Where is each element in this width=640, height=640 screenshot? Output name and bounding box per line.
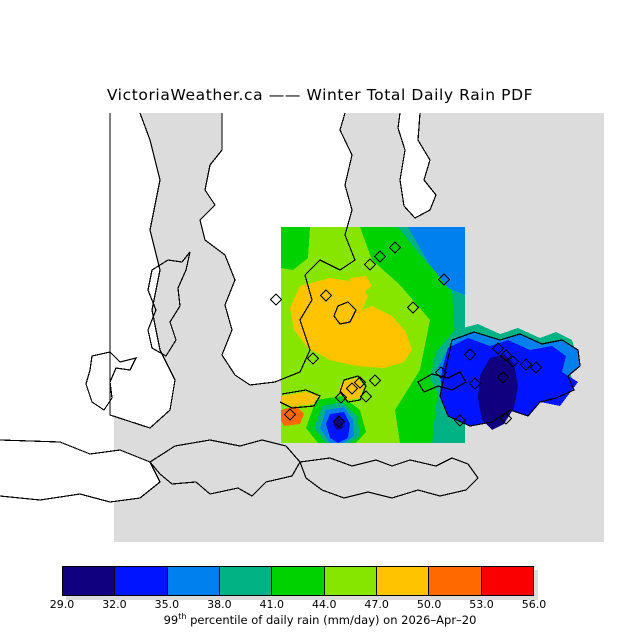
colorbar-caption-post: percentile of daily rain (mm/day) on 202… (186, 612, 477, 627)
fill-50-53-southwest-spot (281, 406, 304, 426)
inland-water-layer (0, 113, 436, 502)
coastline-inland-lake-b (339, 375, 367, 403)
water-northeast-inlet (398, 113, 436, 218)
colorbar-caption: 99th percentile of daily rain (mm/day) o… (0, 612, 640, 627)
station-marker[interactable] (468, 377, 482, 390)
coastline-southwest (0, 439, 161, 503)
station-marker[interactable] (319, 289, 333, 302)
colorbar-tick-8: 53.0 (469, 598, 494, 611)
station-marker[interactable] (506, 355, 520, 368)
colorbar-band-5[interactable] (324, 567, 377, 595)
island-outline-south (85, 351, 138, 411)
fill-41-44-northwest-corner (281, 227, 310, 270)
colorbar-band-2[interactable] (167, 567, 220, 595)
coastline-east-peninsula (439, 331, 581, 427)
fill-47-50-lower-patch (338, 378, 364, 400)
model-domain-block (281, 227, 465, 443)
station-marker-layer[interactable] (269, 241, 543, 428)
colorbar-band-6[interactable] (376, 567, 430, 595)
station-marker[interactable] (406, 301, 420, 314)
station-marker[interactable] (388, 241, 402, 254)
colorbar-band-7[interactable] (429, 567, 482, 595)
colorbar-band-4[interactable] (272, 567, 325, 595)
colorbar[interactable] (62, 566, 534, 596)
station-marker[interactable] (434, 366, 448, 379)
fill-47-50-north-finger (350, 276, 372, 294)
station-marker[interactable] (491, 342, 505, 355)
coastline-south-island (149, 439, 301, 497)
station-marker[interactable] (345, 382, 359, 395)
colorbar-band-0[interactable] (63, 567, 116, 595)
fill-35-38-northeast (408, 227, 465, 295)
station-marker[interactable] (499, 349, 513, 362)
station-marker[interactable] (463, 348, 477, 361)
station-marker[interactable] (496, 371, 510, 384)
colorbar-tick-7: 50.0 (416, 598, 442, 611)
colorbar-tick-3: 38.0 (207, 598, 232, 611)
colorbar-tick-4: 41.0 (259, 598, 285, 611)
station-marker[interactable] (529, 361, 543, 374)
coastline-inland-lake-c (279, 389, 321, 409)
station-marker[interactable] (269, 293, 283, 306)
coastline-layer (0, 112, 581, 503)
station-marker[interactable] (353, 376, 367, 389)
station-marker[interactable] (499, 412, 513, 425)
colorbar-tick-0: 29.0 (49, 598, 75, 611)
station-marker[interactable] (359, 390, 373, 403)
coastline-central (199, 112, 356, 386)
map-panel[interactable] (0, 110, 640, 546)
colorbar-panel[interactable]: 29.0 32.0 35.0 38.0 41.0 44.0 47.0 50.0 53.0 56.0… (0, 560, 640, 640)
station-marker[interactable] (283, 408, 297, 421)
page-title: VictoriaWeather.ca —— Winter Total Daily… (106, 86, 534, 104)
colorbar-band-8[interactable] (481, 567, 533, 595)
station-marker[interactable] (368, 374, 382, 387)
colorbar-tick-6: 47.0 (364, 598, 389, 611)
coastline-inland-lake-a (333, 301, 357, 325)
coastline-south-mainland (299, 457, 479, 499)
colorbar-caption-superscript: th (178, 612, 187, 621)
station-marker[interactable] (306, 352, 320, 365)
colorbar-tick-5: 44.0 (311, 598, 337, 611)
coastline-west (109, 112, 176, 429)
water-southwest (0, 440, 160, 502)
fill-47-50-max-blob (290, 278, 412, 368)
station-marker[interactable] (332, 415, 346, 428)
water-central-basin (200, 113, 355, 385)
map-canvas[interactable] (0, 110, 640, 546)
fill-47-50-west-streak (282, 392, 318, 406)
coastline-east-small-island (417, 371, 467, 393)
coastline-northeast (397, 112, 437, 219)
colorbar-band-3[interactable] (219, 567, 273, 595)
station-marker[interactable] (453, 414, 467, 427)
colorbar-band-1[interactable] (115, 567, 168, 595)
island-outline-north (147, 251, 191, 357)
station-marker[interactable] (373, 250, 387, 263)
colorbar-tick-1: 32.0 (102, 598, 127, 611)
station-marker[interactable] (437, 273, 451, 286)
water-west-strait (110, 113, 175, 428)
station-marker[interactable] (363, 258, 377, 271)
station-marker[interactable] (334, 391, 348, 404)
colorbar-tick-2: 35.0 (154, 598, 180, 611)
station-marker[interactable] (519, 358, 533, 371)
colorbar-caption-pre: 99 (163, 612, 179, 627)
colorbar-tick-labels: 29.0 32.0 35.0 38.0 41.0 44.0 47.0 50.0 53.0 56.0 (0, 598, 640, 614)
colorbar-tick-9: 56.0 (521, 598, 547, 611)
